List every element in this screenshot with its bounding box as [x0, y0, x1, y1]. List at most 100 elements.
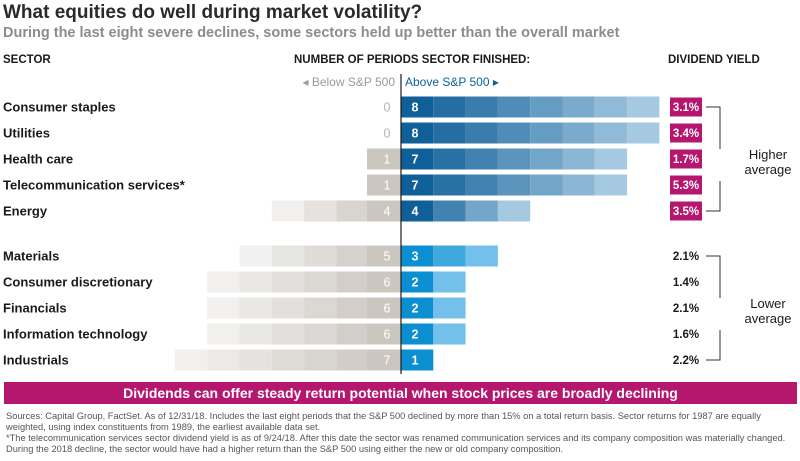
above-bar-segment [433, 122, 466, 144]
sector-column-header: SECTOR [3, 54, 51, 66]
above-bar-segment [497, 148, 531, 170]
above-bar-segment [433, 96, 466, 118]
above-sp500-legend: Above S&P 500 ▸ [405, 75, 499, 89]
below-count-cell [367, 200, 397, 222]
above-bar-segment [530, 96, 563, 118]
above-bar-segment [433, 200, 466, 222]
dividend-yield-column-header: DIVIDEND YIELD [668, 54, 760, 66]
below-bar-segment [271, 271, 305, 293]
yield-badge [670, 97, 702, 117]
sector-label: Materials [3, 249, 59, 264]
below-count-cell [367, 174, 397, 196]
above-count-label: 1 [412, 354, 419, 368]
below-count-label: 0 [384, 101, 391, 115]
group-bracket [706, 106, 721, 212]
above-bar-segment [433, 148, 466, 170]
yield-badge [670, 149, 702, 169]
yield-value: 2.1% [673, 303, 699, 315]
below-count-label: 6 [384, 302, 391, 316]
above-bar-segment [465, 148, 498, 170]
group-bracket [706, 255, 721, 361]
above-bar-segment [594, 96, 628, 118]
above-bar-segment [530, 148, 563, 170]
periods-column-header: NUMBER OF PERIODS SECTOR FINISHED: [294, 54, 531, 66]
sector-label: Health care [3, 152, 73, 167]
above-bar-segment [594, 148, 628, 170]
yield-value: 1.6% [673, 329, 699, 341]
below-count-label: 6 [384, 328, 391, 342]
yield-value: 2.1% [673, 251, 699, 263]
below-bar-segment [271, 200, 305, 222]
below-bar-segment [304, 323, 337, 345]
below-bar-segment [336, 349, 369, 371]
above-bar-segment [562, 96, 595, 118]
below-count-label: 0 [384, 127, 391, 141]
sector-label: Consumer discretionary [3, 275, 153, 290]
above-bar-segment [401, 271, 434, 293]
below-bar-segment [336, 271, 369, 293]
below-count-cell [367, 245, 397, 267]
above-bar-segment [401, 297, 434, 319]
yield-value: 2.2% [673, 355, 699, 367]
below-bar-segment [271, 323, 305, 345]
above-bar-segment [401, 349, 434, 371]
above-bar-segment [465, 96, 498, 118]
above-bar-segment [627, 96, 660, 118]
below-bar-segment [304, 349, 337, 371]
above-bar-segment [401, 96, 434, 118]
below-bar-segment [271, 297, 305, 319]
below-count-label: 1 [384, 153, 391, 167]
above-bar-segment [562, 148, 595, 170]
below-bar-segment [207, 271, 240, 293]
below-count-cell [367, 323, 397, 345]
below-bar-segment [304, 271, 337, 293]
chart-title: What equities do well during market vola… [3, 2, 423, 23]
sector-label: Consumer staples [3, 100, 116, 115]
above-bar-segment [530, 174, 563, 196]
above-bar-segment [401, 200, 434, 222]
below-count-cell [367, 271, 397, 293]
group-label: Higher [749, 147, 788, 162]
above-bar-segment [497, 96, 531, 118]
above-bar-segment [497, 174, 531, 196]
above-bar-segment [433, 271, 466, 293]
above-count-label: 2 [412, 328, 419, 342]
yield-badge [670, 201, 702, 221]
below-bar-segment [336, 245, 369, 267]
below-bar-segment [336, 323, 369, 345]
above-bar-segment [433, 297, 466, 319]
banner: Dividends can offer steady return potent… [4, 382, 797, 404]
above-bar-segment [497, 200, 531, 222]
above-count-label: 8 [412, 101, 419, 115]
above-bar-segment [401, 245, 434, 267]
yield-value: 3.4% [673, 128, 699, 140]
below-count-label: 6 [384, 276, 391, 290]
sector-label: Industrials [3, 353, 69, 368]
yield-value: 1.7% [673, 154, 699, 166]
below-bar-segment [304, 200, 337, 222]
yield-value: 1.4% [673, 277, 699, 289]
below-bar-segment [207, 297, 240, 319]
sector-label: Energy [3, 204, 48, 219]
yield-value: 5.3% [673, 180, 699, 192]
below-bar-segment [174, 349, 208, 371]
above-count-label: 4 [412, 205, 419, 219]
below-count-cell [367, 349, 397, 371]
below-count-label: 1 [384, 179, 391, 193]
above-bar-segment [465, 200, 498, 222]
chart-subtitle: During the last eight severe declines, s… [3, 25, 620, 41]
sector-label: Information technology [3, 327, 148, 342]
sector-label: Telecommunication services* [3, 178, 186, 193]
above-bar-segment [465, 122, 498, 144]
yield-value: 3.5% [673, 206, 699, 218]
above-bar-segment [433, 245, 466, 267]
above-count-label: 2 [412, 276, 419, 290]
yield-value: 3.1% [673, 102, 699, 114]
above-bar-segment [401, 174, 434, 196]
below-bar-segment [207, 349, 240, 371]
below-bar-segment [239, 349, 272, 371]
below-bar-segment [239, 271, 272, 293]
yield-badge [670, 123, 702, 143]
group-label: average [745, 311, 792, 326]
below-sp500-legend: ◂ Below S&P 500 [302, 75, 395, 89]
